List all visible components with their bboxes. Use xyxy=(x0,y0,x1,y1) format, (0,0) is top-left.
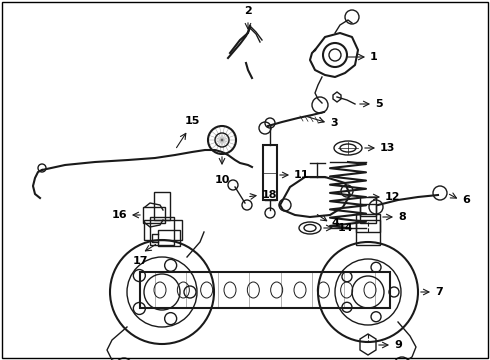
Bar xyxy=(158,230,180,246)
Text: 15: 15 xyxy=(184,116,200,126)
Bar xyxy=(360,204,376,216)
Bar xyxy=(356,220,380,245)
Text: 11: 11 xyxy=(294,170,310,180)
Text: 14: 14 xyxy=(338,223,354,233)
Text: 4: 4 xyxy=(332,218,340,228)
Bar xyxy=(356,214,380,232)
Bar xyxy=(140,272,390,308)
Text: 13: 13 xyxy=(380,143,395,153)
Bar xyxy=(360,197,376,223)
Bar xyxy=(263,145,277,200)
Text: 6: 6 xyxy=(462,195,470,205)
Bar xyxy=(150,217,174,245)
Text: 8: 8 xyxy=(398,212,406,222)
Text: 12: 12 xyxy=(385,192,400,202)
Text: 18: 18 xyxy=(262,190,277,200)
Text: 17: 17 xyxy=(132,256,148,266)
Bar xyxy=(144,220,182,240)
Text: 1: 1 xyxy=(370,52,378,62)
Text: 10: 10 xyxy=(214,175,230,185)
Text: 5: 5 xyxy=(375,99,383,109)
Text: 9: 9 xyxy=(394,340,402,350)
Text: 16: 16 xyxy=(111,210,127,220)
Text: 7: 7 xyxy=(435,287,443,297)
Text: 3: 3 xyxy=(330,118,338,128)
Bar xyxy=(154,192,170,220)
Bar xyxy=(143,207,165,223)
Text: 2: 2 xyxy=(244,6,252,16)
